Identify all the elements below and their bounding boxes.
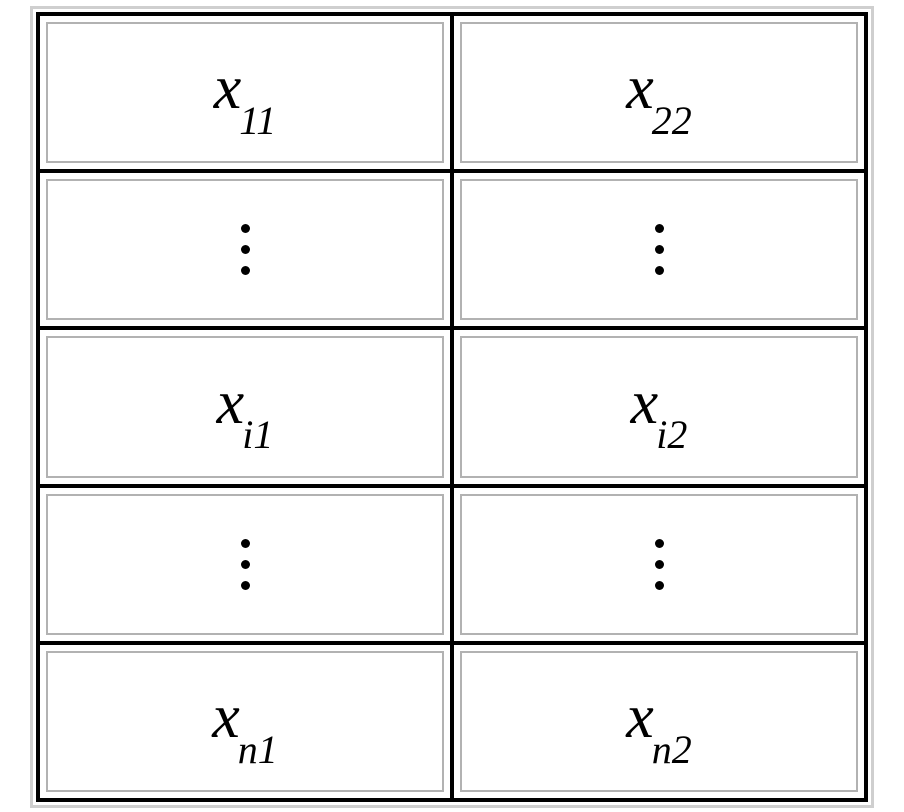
var-subscript: 11 <box>239 98 276 143</box>
table-row: xi1 xi2 <box>40 330 864 487</box>
variable-label: x22 <box>626 53 692 131</box>
table-row <box>40 173 864 330</box>
vertical-dots-icon <box>241 224 250 275</box>
dot <box>241 581 250 590</box>
var-subscript: i1 <box>242 412 273 457</box>
var-base: x <box>217 369 243 437</box>
variable-label: xi2 <box>631 368 688 446</box>
dot <box>655 581 664 590</box>
dot <box>241 224 250 233</box>
dot <box>241 266 250 275</box>
dot <box>655 560 664 569</box>
dot <box>655 266 664 275</box>
dot <box>241 539 250 548</box>
var-base: x <box>214 54 240 122</box>
variable-label: xi1 <box>217 368 274 446</box>
variable-label: xn2 <box>626 682 692 760</box>
table-row <box>40 488 864 645</box>
dot <box>655 539 664 548</box>
dot <box>655 245 664 254</box>
var-base: x <box>626 54 652 122</box>
var-subscript: n1 <box>238 727 278 772</box>
cell-r3-c1 <box>454 488 864 641</box>
var-base: x <box>631 369 657 437</box>
vertical-dots-icon <box>655 539 664 590</box>
cell-r1-c1 <box>454 173 864 326</box>
table-row: x11 x22 <box>40 16 864 173</box>
cell-r0-c1: x22 <box>454 16 864 169</box>
matrix-table: x11 x22 <box>36 12 868 802</box>
cell-r4-c1: xn2 <box>454 645 864 798</box>
cell-r1-c0 <box>40 173 454 326</box>
dot <box>241 245 250 254</box>
dot <box>655 224 664 233</box>
var-base: x <box>626 683 652 751</box>
var-base: x <box>212 683 238 751</box>
variable-label: xn1 <box>212 682 278 760</box>
table-row: xn1 xn2 <box>40 645 864 798</box>
cell-r0-c0: x11 <box>40 16 454 169</box>
variable-label: x11 <box>214 53 277 131</box>
var-subscript: 22 <box>652 98 692 143</box>
cell-r4-c0: xn1 <box>40 645 454 798</box>
cell-r3-c0 <box>40 488 454 641</box>
vertical-dots-icon <box>241 539 250 590</box>
var-subscript: i2 <box>656 412 687 457</box>
vertical-dots-icon <box>655 224 664 275</box>
cell-r2-c1: xi2 <box>454 330 864 483</box>
var-subscript: n2 <box>652 727 692 772</box>
dot <box>241 560 250 569</box>
cell-r2-c0: xi1 <box>40 330 454 483</box>
